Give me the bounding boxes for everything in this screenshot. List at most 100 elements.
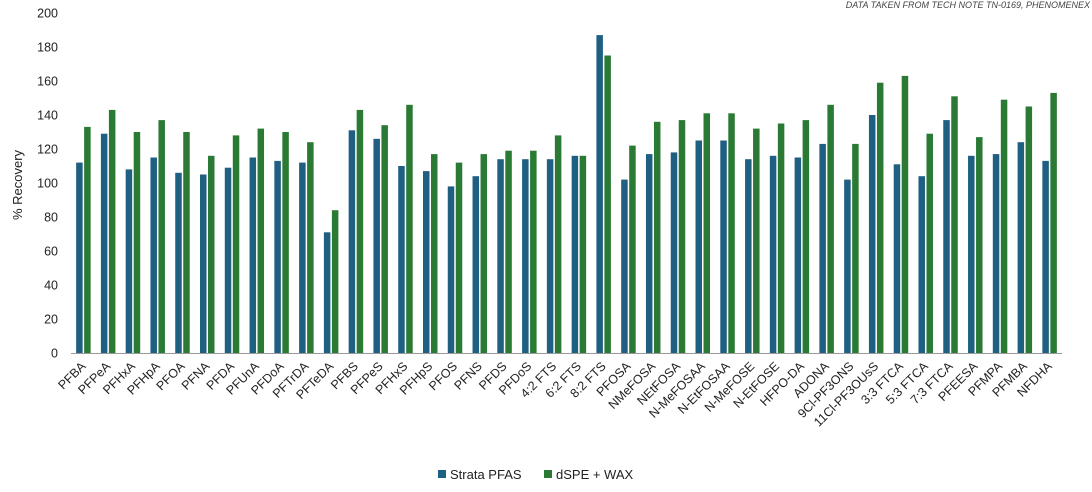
bar-strata-pfas [497, 159, 504, 353]
bar-dspe-wax [802, 120, 810, 353]
legend: Strata PFAS dSPE + WAX [438, 467, 634, 482]
bar-dspe-wax [951, 96, 958, 354]
bar-strata-pfas [844, 179, 851, 353]
bar-strata-pfas [1017, 142, 1025, 353]
x-tick-label: PFOS [426, 359, 460, 393]
bar-dspe-wax [208, 155, 215, 353]
bar-dspe-wax [183, 132, 190, 353]
bar-strata-pfas [745, 159, 752, 353]
legend-label-strata-pfas: Strata PFAS [450, 467, 522, 482]
bar-strata-pfas [893, 164, 901, 353]
y-axis-ticks: 0 20 40 60 80 100 120 140 160 180 200 [37, 7, 58, 361]
legend-label-dspe-wax: dSPE + WAX [556, 467, 634, 482]
bar-dspe-wax [1050, 92, 1057, 354]
bar-dspe-wax [901, 75, 909, 354]
y-tick-label: 120 [37, 143, 58, 157]
bars-group [76, 35, 1057, 354]
bar-dspe-wax [232, 135, 240, 353]
bar-strata-pfas [299, 162, 306, 353]
bar-dspe-wax [158, 120, 165, 353]
bar-dspe-wax [381, 125, 388, 353]
bar-strata-pfas [175, 172, 182, 353]
bar-strata-pfas [224, 167, 232, 353]
bar-dspe-wax [852, 143, 859, 353]
bar-dspe-wax [307, 142, 314, 353]
bar-dspe-wax [653, 121, 661, 353]
bar-strata-pfas [546, 159, 554, 353]
bar-dspe-wax [356, 109, 364, 354]
bar-strata-pfas [422, 171, 430, 353]
bar-dspe-wax [505, 150, 512, 353]
bar-strata-pfas [125, 169, 133, 353]
bar-dspe-wax [579, 155, 587, 353]
bar-dspe-wax [108, 109, 116, 354]
bar-dspe-wax [703, 113, 711, 353]
y-tick-label: 80 [44, 211, 58, 225]
bar-strata-pfas [373, 138, 380, 353]
bar-strata-pfas [992, 154, 1000, 353]
bar-strata-pfas [794, 157, 802, 353]
y-tick-label: 160 [37, 75, 58, 89]
bar-dspe-wax [976, 137, 983, 353]
bar-strata-pfas [249, 157, 257, 353]
bar-dspe-wax [282, 132, 289, 353]
legend-swatch-strata-pfas [438, 470, 446, 478]
bar-dspe-wax [480, 154, 488, 353]
y-axis-title: % Recovery [10, 149, 25, 220]
bar-dspe-wax [926, 133, 933, 353]
y-tick-label: 20 [44, 313, 58, 327]
x-axis-labels: PFBAPFPeAPFHxAPFHpAPFOAPFNAPFDAPFUnAPFDo… [56, 359, 1056, 430]
bar-dspe-wax [257, 128, 265, 353]
y-tick-label: 180 [37, 41, 58, 55]
bar-dspe-wax [430, 154, 438, 353]
bar-dspe-wax [1025, 106, 1033, 353]
bar-strata-pfas [571, 155, 579, 353]
bar-strata-pfas [274, 160, 281, 353]
bar-strata-pfas [645, 154, 653, 353]
bar-strata-pfas [918, 176, 925, 353]
bar-strata-pfas [200, 174, 207, 353]
bar-strata-pfas [100, 133, 108, 353]
bar-strata-pfas [447, 186, 455, 353]
bar-dspe-wax [827, 104, 834, 353]
bar-strata-pfas [868, 115, 876, 353]
bar-dspe-wax [133, 132, 141, 353]
bar-dspe-wax [1000, 99, 1008, 353]
y-tick-label: 200 [37, 7, 58, 21]
y-tick-label: 40 [44, 279, 58, 293]
bar-dspe-wax [753, 128, 760, 353]
y-tick-label: 60 [44, 245, 58, 259]
bar-strata-pfas [968, 155, 975, 353]
bar-dspe-wax [604, 55, 611, 353]
bar-strata-pfas [522, 159, 529, 353]
bar-strata-pfas [720, 140, 727, 353]
bar-strata-pfas [150, 157, 157, 353]
bar-dspe-wax [406, 104, 413, 353]
bar-strata-pfas [348, 130, 356, 353]
bar-dspe-wax [777, 123, 785, 353]
bar-strata-pfas [398, 166, 405, 353]
y-tick-label: 140 [37, 109, 58, 123]
bar-dspe-wax [554, 135, 562, 353]
bar-dspe-wax [629, 145, 636, 353]
bar-strata-pfas [1042, 160, 1049, 353]
bar-strata-pfas [670, 152, 678, 353]
bar-strata-pfas [596, 35, 603, 353]
bar-strata-pfas [76, 162, 83, 353]
bar-strata-pfas [695, 140, 703, 353]
bar-strata-pfas [819, 143, 826, 353]
legend-swatch-dspe-wax [544, 470, 552, 478]
bar-dspe-wax [530, 150, 537, 353]
bar-dspe-wax [728, 113, 735, 353]
source-note: DATA TAKEN FROM TECH NOTE TN-0169, PHENO… [846, 0, 1091, 10]
bar-strata-pfas [323, 232, 331, 353]
bar-strata-pfas [621, 179, 628, 353]
bar-dspe-wax [455, 162, 463, 353]
bar-dspe-wax [876, 82, 884, 353]
y-tick-label: 100 [37, 177, 58, 191]
bar-strata-pfas [943, 120, 950, 353]
bar-strata-pfas [472, 176, 480, 353]
bar-dspe-wax [84, 126, 91, 354]
